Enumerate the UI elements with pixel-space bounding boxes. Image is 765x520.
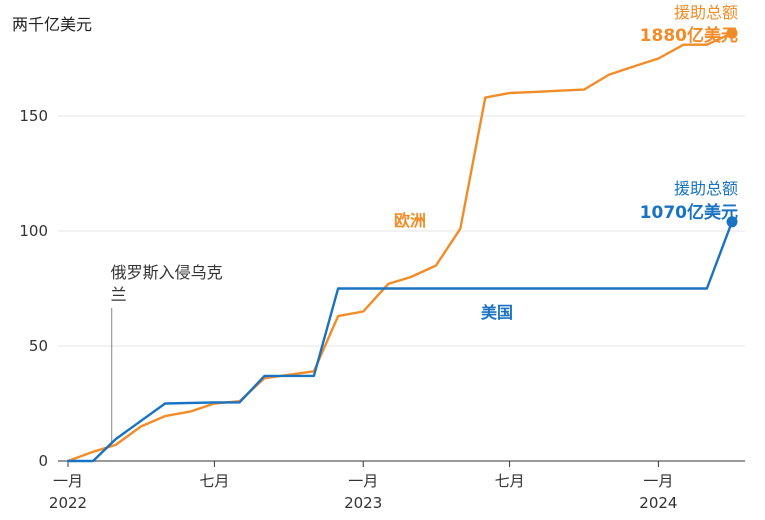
y-tick-label: 150 [19,107,48,125]
x-axis: 一月 2022 七月 一月 2023 七月 一月 2024 [49,460,745,512]
x-tick-label: 一月 [53,472,83,490]
end-title-label: 援助总额 [674,179,738,198]
y-tick-label: 100 [19,222,48,240]
grid-lines [58,115,745,347]
x-tick-year: 2024 [639,494,677,512]
annotation-text: 兰 [111,285,127,304]
series-lines [66,27,738,463]
end-title-label: 援助总额 [674,3,738,22]
end-value-label: 1880亿美元 [640,25,738,46]
series-end-point [726,27,738,39]
end-value-label: 1070亿美元 [640,202,738,223]
series-name-label: 欧洲 [394,211,426,230]
annotation-text: 俄罗斯入侵乌克 [111,263,223,282]
series-line-us [66,220,734,463]
x-tick-year: 2022 [49,494,87,512]
x-tick-label: 七月 [495,472,525,490]
x-tick-year: 2023 [344,494,382,512]
x-tick-label: 七月 [199,472,229,490]
series-end-point [726,216,738,228]
series-name-label: 美国 [481,303,513,322]
y-tick-label: 50 [29,337,48,355]
x-tick-label: 一月 [348,472,378,490]
x-tick-label: 一月 [643,472,673,490]
y-tick-label: 0 [38,452,48,470]
y-axis-ticks: 0 50 100 150 [19,107,48,470]
y-unit-label: 两千亿美元 [12,15,92,34]
series-line-europe [66,32,734,463]
